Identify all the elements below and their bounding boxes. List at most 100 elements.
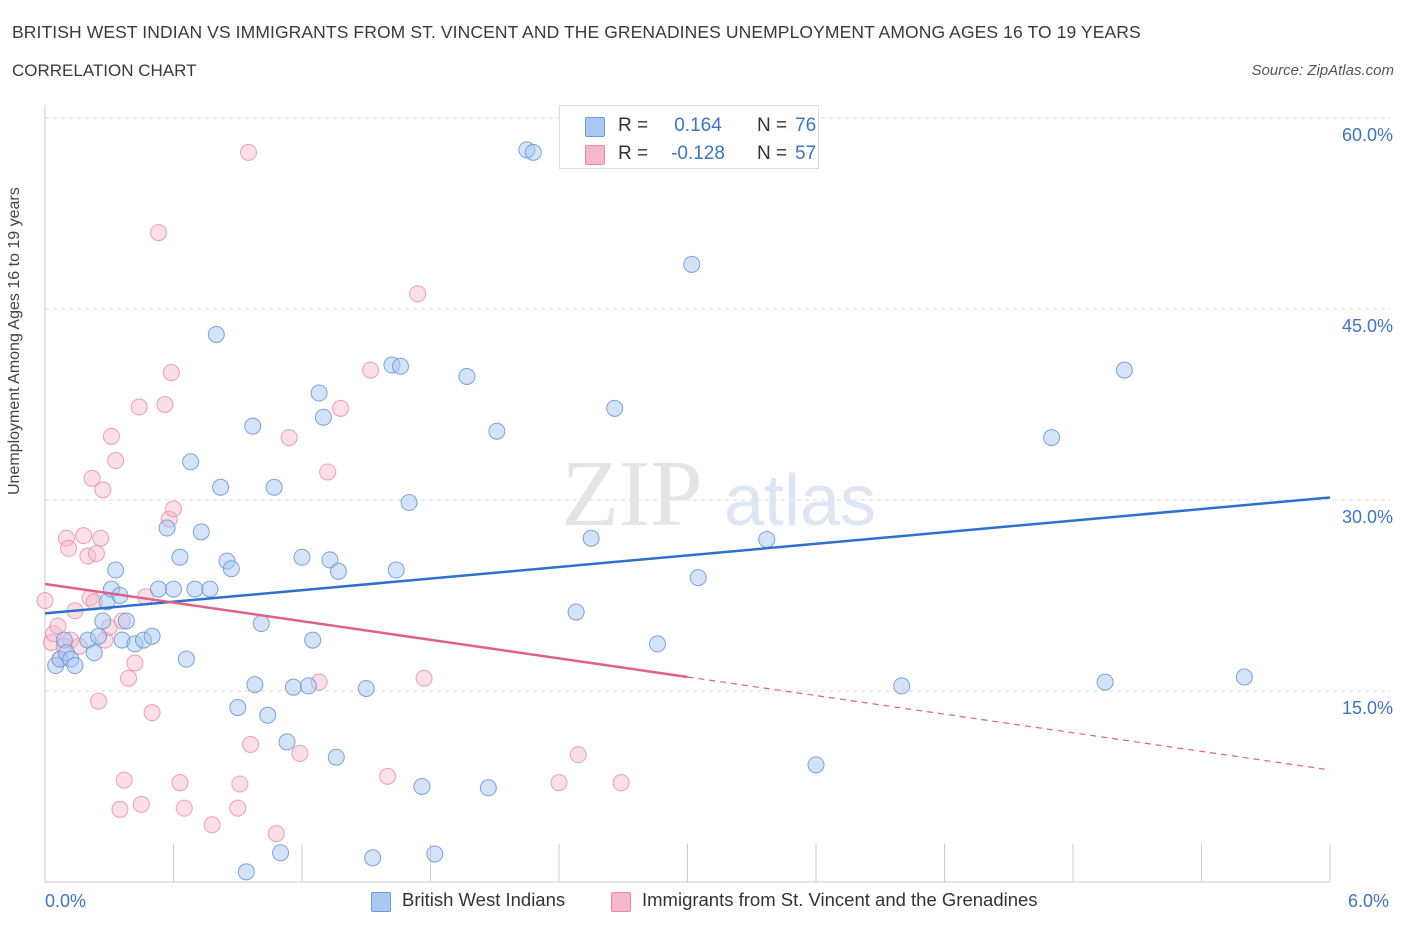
pink-point xyxy=(143,704,161,722)
blue-point xyxy=(177,650,195,668)
pink-point xyxy=(156,396,174,413)
pink-point xyxy=(90,692,108,710)
pink-point xyxy=(75,527,93,545)
stats-legend: R = 0.164 N = 76 R = -0.128 N = 57 xyxy=(559,105,819,169)
axes xyxy=(44,105,1331,883)
y-tick-label: 60.0% xyxy=(1342,125,1393,145)
grid-lines xyxy=(45,117,1390,692)
blue-point xyxy=(246,676,264,694)
blue-point xyxy=(207,325,225,343)
pink-point xyxy=(229,799,247,817)
pink-point xyxy=(87,544,105,562)
n-label: N = xyxy=(757,143,788,164)
pink-point xyxy=(175,799,193,817)
blue-point xyxy=(259,706,277,724)
pink-point xyxy=(362,361,380,379)
pink-swatch xyxy=(585,145,605,165)
pink-point xyxy=(415,669,433,687)
blue-point xyxy=(284,678,302,696)
blue-point xyxy=(479,779,497,797)
source-label: Source: ZipAtlas.com xyxy=(1251,62,1394,79)
pink-trend-line xyxy=(44,582,688,679)
pink-point xyxy=(130,398,148,416)
blue-point xyxy=(387,561,405,579)
blue-point xyxy=(426,845,444,863)
pink-point xyxy=(107,452,125,470)
blue-point xyxy=(201,580,219,598)
pink-point xyxy=(115,771,133,789)
blue-point xyxy=(329,562,347,580)
pink-trend-line-extension xyxy=(687,676,1331,771)
r-label: R = xyxy=(618,115,649,136)
blue-point xyxy=(314,408,332,426)
pink-point xyxy=(612,774,630,792)
blue-point xyxy=(150,580,168,598)
blue-point xyxy=(807,756,825,774)
pink-point xyxy=(165,500,182,518)
pink-point xyxy=(111,800,129,818)
trend-lines xyxy=(44,496,1331,771)
blue-point xyxy=(357,679,375,697)
r-value: -0.128 xyxy=(671,143,725,164)
blue-point xyxy=(1043,429,1061,447)
pink-point xyxy=(60,539,78,557)
pink-point xyxy=(550,774,568,792)
watermark-atlas: atlas xyxy=(724,461,876,541)
blue-point xyxy=(327,748,345,766)
blue-point xyxy=(689,569,707,587)
pink-point xyxy=(150,224,168,242)
pink-point xyxy=(92,529,110,547)
pink-point xyxy=(319,463,337,481)
blue-point xyxy=(117,612,135,630)
pink-point xyxy=(239,143,257,161)
pink-point xyxy=(569,746,587,764)
y-tick-label: 45.0% xyxy=(1342,316,1393,336)
blue-point xyxy=(364,849,382,867)
legend-label: British West Indians xyxy=(402,889,566,910)
blue-point xyxy=(1096,673,1114,691)
blue-point xyxy=(66,657,84,675)
blue-point xyxy=(186,580,204,598)
blue-point xyxy=(265,478,283,496)
blue-point xyxy=(107,561,125,579)
blue-point xyxy=(400,494,418,512)
pink-point xyxy=(102,427,120,445)
pink-point xyxy=(242,735,260,753)
blue-point xyxy=(90,627,108,645)
pink-point xyxy=(291,744,309,762)
blue-point xyxy=(606,399,624,417)
y-tick-label: 30.0% xyxy=(1342,507,1393,527)
blue-point xyxy=(458,367,476,385)
blue-point xyxy=(524,143,542,161)
blue-point xyxy=(94,612,112,630)
blue-swatch xyxy=(371,892,391,912)
pink-point xyxy=(126,654,144,672)
blue-point xyxy=(158,519,176,537)
legend-label: Immigrants from St. Vincent and the Gren… xyxy=(642,889,1038,910)
pink-point xyxy=(94,481,112,499)
blue-point xyxy=(310,384,328,402)
watermark-zip: ZIP xyxy=(562,442,703,546)
blue-point xyxy=(413,778,431,795)
blue-point xyxy=(893,677,911,695)
blue-point xyxy=(244,417,262,435)
blue-point xyxy=(1235,668,1253,686)
pink-point xyxy=(36,592,54,610)
blue-point xyxy=(1115,361,1133,379)
blue-point xyxy=(567,603,585,621)
blue-point xyxy=(165,580,182,598)
blue-point xyxy=(758,530,776,548)
r-label: R = xyxy=(618,143,649,164)
blue-point xyxy=(304,631,322,649)
n-value: 57 xyxy=(795,143,817,164)
pink-point xyxy=(132,795,150,813)
chart-title: BRITISH WEST INDIAN VS IMMIGRANTS FROM S… xyxy=(12,22,1141,42)
blue-point xyxy=(321,551,339,569)
blue-point xyxy=(237,863,255,881)
pink-point xyxy=(57,529,75,547)
pink-point xyxy=(267,825,285,843)
blue-point xyxy=(229,699,247,717)
pink-point xyxy=(379,767,397,785)
pink-point xyxy=(162,364,180,382)
